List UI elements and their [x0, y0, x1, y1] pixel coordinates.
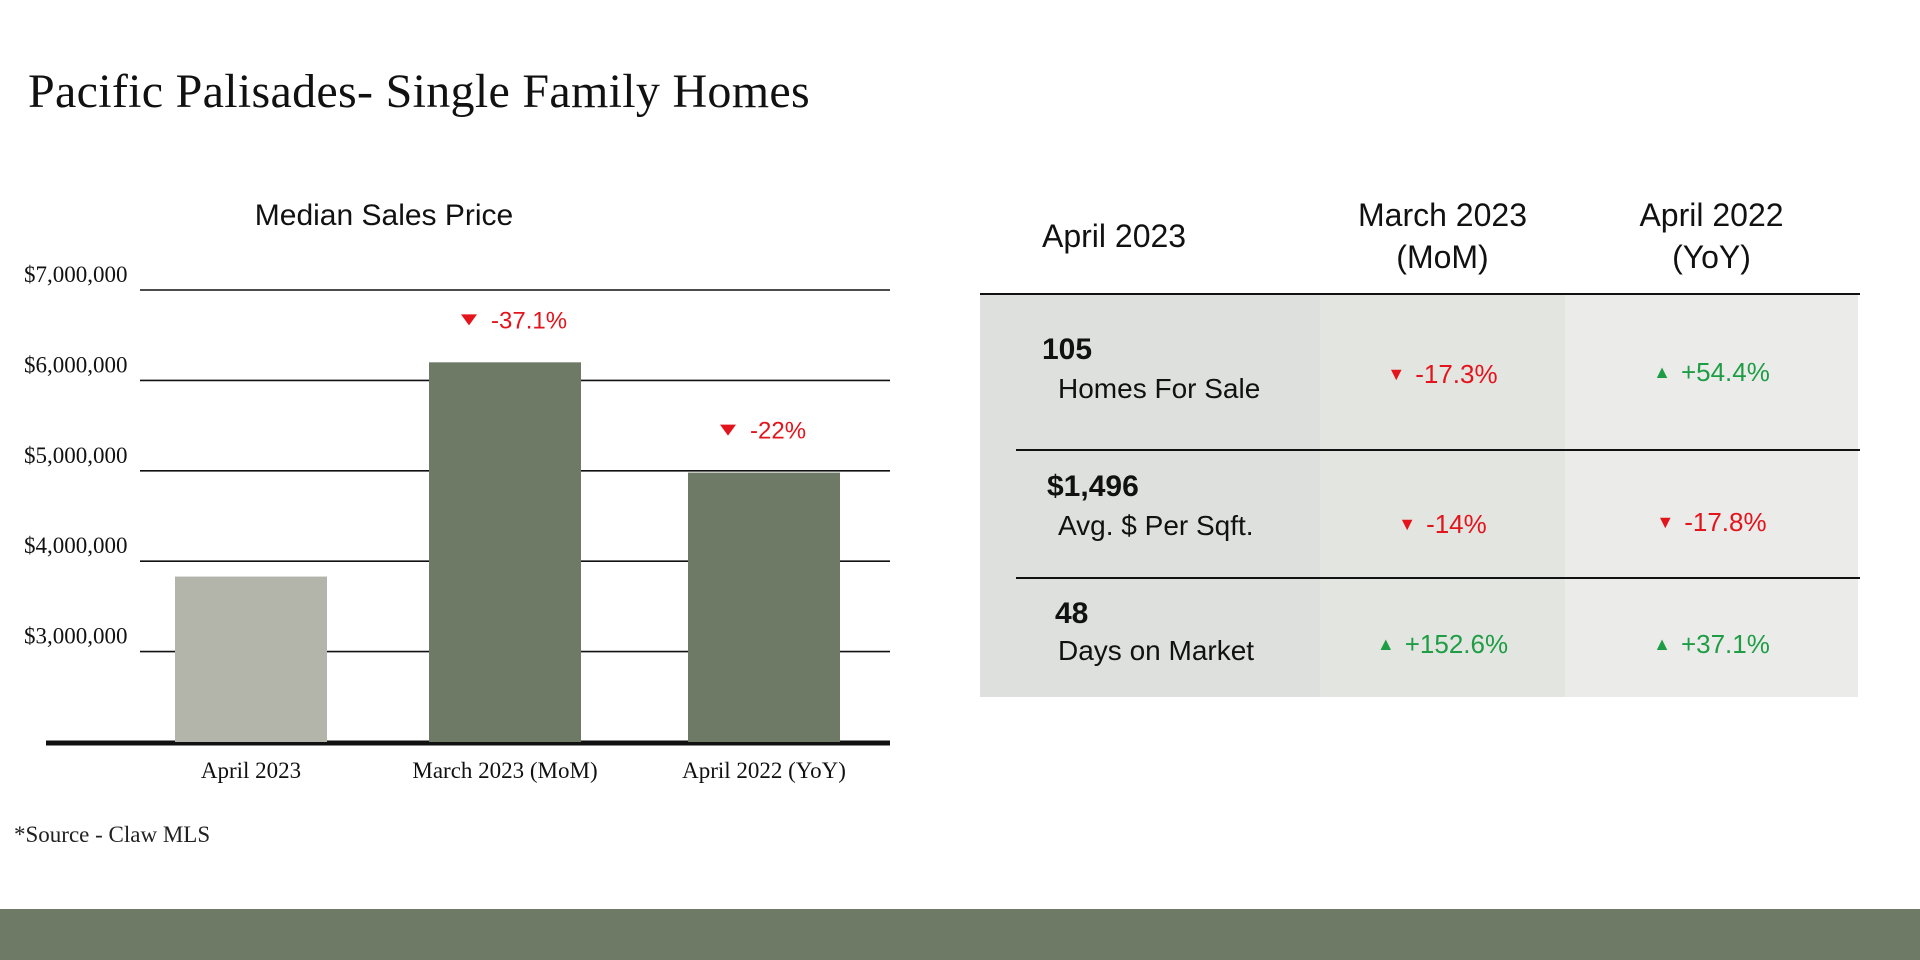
header-current-line1: April 2023: [1042, 217, 1187, 254]
mom-change-cell: ▼ -17.3%: [1320, 295, 1565, 450]
current-column-bg: [980, 295, 1320, 697]
yoy-change-value: -17.8%: [1684, 507, 1767, 537]
down-arrow-icon: [461, 314, 477, 326]
mom-change-value: +152.6%: [1404, 628, 1509, 659]
metric-value: $1,496: [1047, 470, 1139, 503]
header-current-period: April 2023: [980, 180, 1320, 293]
yoy-change-value: +54.4%: [1680, 357, 1770, 387]
chart-bars: [175, 362, 840, 742]
header-yoy: April 2022 (YoY): [1565, 180, 1858, 293]
row-divider: [1016, 449, 1860, 451]
x-category-label: March 2023 (MoM): [412, 758, 597, 783]
yoy-change-cell: ▼ -17.8%: [1565, 450, 1858, 577]
stats-table-body: 105 Homes For Sale ▼ -17.3% ▲ +54.4% $1,…: [980, 295, 1860, 697]
y-tick-label: $6,000,000: [24, 352, 128, 377]
down-arrow-icon: ▼: [1387, 364, 1406, 384]
chart-labels: $3,000,000 $4,000,000 $5,000,000 $6,000,000…: [24, 262, 846, 783]
up-arrow-icon: ▲: [1653, 362, 1671, 382]
metric-value: 48: [1055, 597, 1089, 630]
yoy-column-bg: [1565, 295, 1858, 697]
mom-change-cell: ▲ +152.6%: [1320, 577, 1565, 697]
metric-cell: 48 Days on Market: [980, 577, 1320, 697]
table-row-avg-per-sqft: $1,496 Avg. $ Per Sqft. ▼ -14% ▼ -17.8%: [980, 450, 1858, 577]
mom-change-cell: ▼ -14%: [1320, 450, 1565, 577]
bar: [175, 576, 327, 742]
mom-change-value: -14%: [1426, 509, 1487, 539]
x-category-label: April 2022 (YoY): [682, 758, 846, 783]
down-arrow-icon: ▼: [1398, 514, 1417, 534]
mom-column-bg: [1320, 295, 1565, 697]
y-tick-label: $4,000,000: [24, 533, 128, 558]
table-row-homes-for-sale: 105 Homes For Sale ▼ -17.3% ▲ +54.4%: [980, 295, 1858, 450]
table-row-days-on-market: 48 Days on Market ▲ +152.6% ▲ +37.1%: [980, 577, 1858, 697]
yoy-change-cell: ▲ +54.4%: [1565, 295, 1858, 450]
row-divider: [1016, 577, 1860, 579]
chart-title: Median Sales Price: [255, 199, 513, 232]
bar: [429, 362, 581, 742]
header-yoy-line1: April 2022: [1639, 196, 1784, 233]
page-title: Pacific Palisades- Single Family Homes: [28, 65, 810, 118]
stats-table-header: April 2023 March 2023 (MoM) April 2022 (…: [980, 180, 1860, 295]
bar: [688, 472, 840, 742]
yoy-change-value: +37.1%: [1680, 628, 1770, 659]
metric-label: Homes For Sale: [1058, 373, 1261, 404]
metric-label: Days on Market: [1058, 635, 1255, 666]
stats-table: April 2023 March 2023 (MoM) April 2022 (…: [980, 180, 1860, 697]
source-note: *Source - Claw MLS: [14, 822, 211, 847]
y-tick-label: $3,000,000: [24, 624, 128, 649]
yoy-change-cell: ▲ +37.1%: [1565, 577, 1858, 697]
down-arrow-icon: ▼: [1656, 512, 1675, 532]
y-tick-label: $7,000,000: [24, 262, 128, 287]
metric-cell: $1,496 Avg. $ Per Sqft.: [980, 450, 1320, 577]
up-arrow-icon: ▲: [1653, 633, 1671, 654]
header-mom: March 2023 (MoM): [1320, 180, 1565, 293]
bar-change-label: -22%: [750, 418, 806, 445]
header-mom-line2: (MoM): [1396, 238, 1489, 275]
metric-cell: 105 Homes For Sale: [980, 295, 1320, 450]
metric-label: Avg. $ Per Sqft.: [1058, 510, 1254, 541]
footer-band: [0, 909, 1920, 960]
median-sales-price-chart: Median Sales Price $3,000,000$4,000,000$…: [24, 199, 890, 783]
header-yoy-line2: (YoY): [1672, 238, 1751, 275]
bar-change-label: -37.1%: [491, 307, 567, 334]
up-arrow-icon: ▲: [1376, 633, 1395, 654]
x-category-label: April 2023: [201, 758, 301, 783]
header-mom-line1: March 2023: [1358, 196, 1527, 233]
mom-change-value: -17.3%: [1415, 359, 1498, 389]
y-tick-label: $5,000,000: [24, 443, 128, 468]
down-arrow-icon: [720, 424, 736, 436]
metric-value: 105: [1042, 333, 1093, 366]
